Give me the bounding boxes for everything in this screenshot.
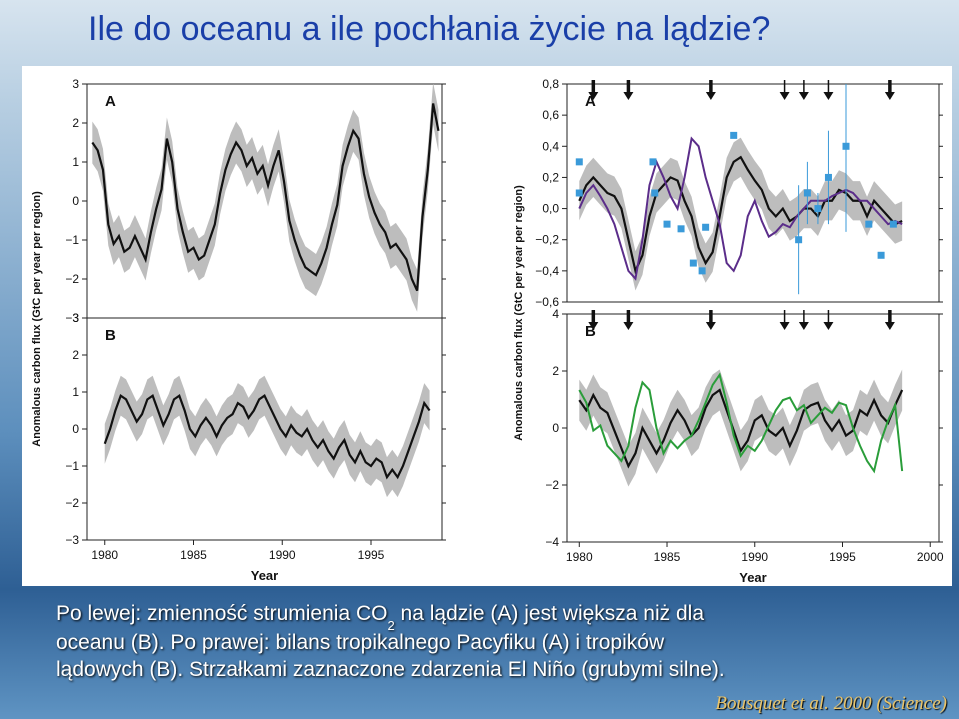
el-nino-arrow-head (705, 92, 716, 100)
y-tick-label: 2 (72, 348, 79, 362)
x-axis-label: Year (251, 568, 278, 583)
data-point (814, 205, 822, 213)
y-tick-label: 2 (72, 116, 79, 130)
el-nino-arrow-head (823, 92, 834, 100)
el-nino-arrow-head (798, 92, 809, 100)
y-tick-label: 1 (72, 155, 79, 169)
figure-svg: 3 2 1 0 −1 −2 −3 A 3 2 1 0 −1 −2 −3 1980 1985 1990 1995 Yea… (31, 77, 944, 585)
y-tick-label: 0,8 (542, 77, 559, 91)
caption: Po lewej: zmienność strumienia CO2 na lą… (56, 600, 946, 683)
series-line-black (578, 388, 904, 469)
y-tick-label: −3 (65, 311, 79, 325)
caption-line-2: oceanu (B). Po prawej: bilans tropikalne… (56, 631, 665, 654)
y-tick-label: −0,6 (535, 295, 559, 309)
series-line-black (103, 393, 431, 480)
el-nino-arrow-head (884, 322, 895, 330)
caption-text: na lądzie (A) jest większa niż dla (394, 602, 705, 625)
el-nino-arrow-head (588, 92, 599, 100)
uncertainty-band (579, 369, 903, 487)
slide-title: Ile do oceanu a ile pochłania życie na l… (88, 10, 771, 48)
y-tick-label: −0,2 (535, 233, 559, 247)
plot-frame (566, 83, 940, 303)
caption-line-1: Po lewej: zmienność strumienia CO2 na lą… (56, 600, 946, 633)
y-tick-label: 0 (72, 194, 79, 208)
data-point (803, 189, 811, 197)
x-tick-label: 1985 (654, 550, 681, 564)
uncertainty-band (579, 137, 903, 291)
data-point (575, 189, 583, 197)
citation: Bousquet et al. 2000 (Science) (715, 693, 947, 714)
y-axis-label: Anomalous carbon flux (GtC per year per … (31, 191, 43, 447)
x-tick-label: 2000 (917, 550, 944, 564)
y-tick-label: −0,4 (535, 264, 559, 278)
data-point (865, 220, 873, 228)
x-tick-label: 1990 (741, 550, 768, 564)
data-point (889, 220, 897, 228)
y-tick-label: −2 (65, 496, 79, 510)
el-nino-arrow-head (705, 322, 716, 330)
y-tick-label: −2 (545, 478, 559, 492)
data-point (651, 189, 659, 197)
x-axis-label: Year (739, 570, 766, 585)
data-point (698, 267, 706, 275)
plot-frame (86, 83, 443, 319)
uncertainty-band (92, 84, 439, 312)
caption-subscript: 2 (387, 618, 395, 633)
y-tick-label: 0,2 (542, 170, 559, 184)
y-tick-label: 4 (552, 307, 559, 321)
x-tick-label: 1980 (566, 550, 593, 564)
y-tick-label: −1 (65, 233, 79, 247)
data-point (702, 223, 710, 231)
y-tick-label: −3 (65, 533, 79, 547)
figure-panel: 3 2 1 0 −1 −2 −3 A 3 2 1 0 −1 −2 −3 1980 1985 1990 1995 Yea… (22, 66, 952, 586)
y-tick-label: 0,0 (542, 202, 559, 216)
data-point (824, 173, 832, 181)
y-axis-label: Anomalous carbon flux (GtC per year per … (513, 185, 525, 441)
x-tick-label: 1995 (829, 550, 856, 564)
y-tick-label: 3 (72, 311, 79, 325)
y-tick-label: 0,4 (542, 139, 559, 153)
y-tick-label: 0 (552, 421, 559, 435)
series-line-colored (578, 372, 904, 474)
uncertainty-band (104, 375, 430, 498)
data-point (649, 158, 657, 166)
series-line-black (91, 103, 440, 292)
data-point (842, 142, 850, 150)
panel-label: A (105, 93, 116, 110)
caption-line-3: lądowych (B). Strzałkami zaznaczone zdar… (56, 658, 725, 681)
data-point (730, 131, 738, 139)
series-line-colored (578, 136, 903, 281)
data-point (689, 259, 697, 267)
x-tick-label: 1985 (180, 548, 207, 562)
y-tick-label: 3 (72, 77, 79, 91)
panel-label: B (105, 327, 116, 344)
y-tick-label: 0 (72, 422, 79, 436)
el-nino-arrow-head (623, 322, 634, 330)
el-nino-arrow-head (779, 322, 790, 330)
panel-label: A (585, 93, 596, 110)
y-tick-label: 1 (72, 385, 79, 399)
series-line-black (578, 155, 903, 275)
data-point (575, 158, 583, 166)
el-nino-arrow-head (588, 322, 599, 330)
x-tick-label: 1995 (358, 548, 385, 562)
data-point (663, 220, 671, 228)
data-point (877, 251, 885, 259)
data-point (795, 236, 803, 244)
el-nino-arrow-head (798, 322, 809, 330)
y-tick-label: 2 (552, 364, 559, 378)
y-tick-label: −2 (65, 272, 79, 286)
data-point (677, 225, 685, 233)
caption-text: Po lewej: zmienność strumienia CO (56, 602, 388, 625)
el-nino-arrow-head (623, 92, 634, 100)
x-tick-label: 1990 (269, 548, 296, 562)
y-tick-label: −4 (545, 535, 559, 549)
el-nino-arrow-head (779, 92, 790, 100)
x-tick-label: 1980 (91, 548, 118, 562)
y-tick-label: −1 (65, 459, 79, 473)
panel-label: B (585, 323, 596, 340)
el-nino-arrow-head (884, 92, 895, 100)
el-nino-arrow-head (823, 322, 834, 330)
y-tick-label: 0,6 (542, 108, 559, 122)
